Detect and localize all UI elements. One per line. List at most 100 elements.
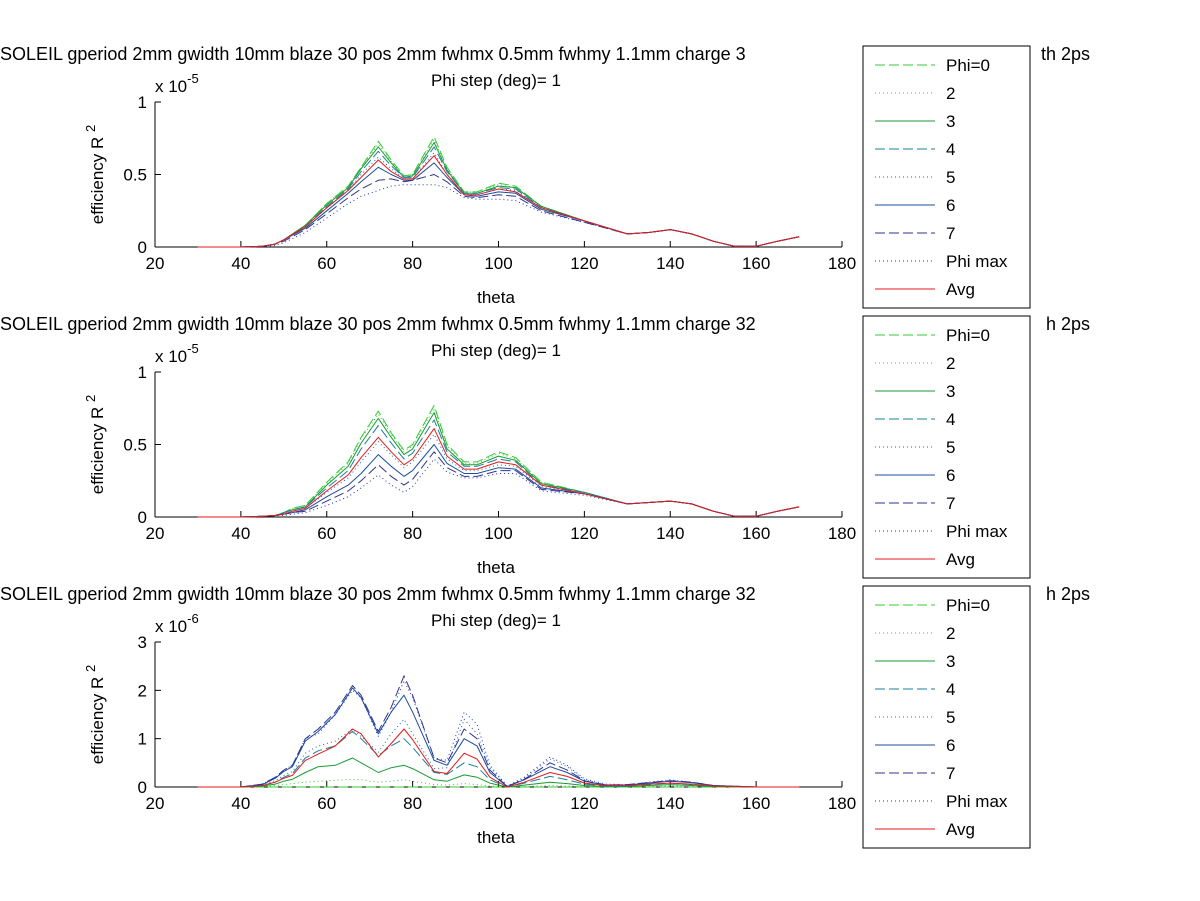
series-line-5 [197, 433, 800, 518]
legend-entry: Phi=0 [946, 56, 990, 75]
x-tick-label: 180 [828, 524, 856, 543]
series-line-3 [197, 757, 800, 788]
legend-entry: 7 [946, 224, 955, 243]
chart-title: SOLEIL gperiod 2mm gwidth 10mm blaze 30 … [0, 584, 756, 604]
y-tick-label: 0 [138, 508, 147, 527]
y-tick-label: 0 [138, 778, 147, 797]
legend-entry: Phi=0 [946, 596, 990, 615]
chart-title-tail: h 2ps [1046, 584, 1090, 604]
legend-entry: Phi max [946, 252, 1008, 271]
series-line-4 [197, 730, 800, 788]
y-exponent-label: x 10-6 [155, 611, 199, 636]
x-axis-label: theta [477, 558, 515, 577]
x-tick-label: 80 [403, 794, 422, 813]
legend-entry: Avg [946, 550, 975, 569]
legend-entry: 4 [946, 680, 955, 699]
legend-entry: Avg [946, 820, 975, 839]
legend-entry: 2 [946, 624, 955, 643]
legend-entry: 4 [946, 140, 955, 159]
x-tick-label: 120 [570, 524, 598, 543]
legend-entry: Avg [946, 280, 975, 299]
y-tick-label: 0.5 [123, 166, 147, 185]
x-tick-label: 120 [570, 794, 598, 813]
x-axis-label: theta [477, 828, 515, 847]
series-line-4 [197, 146, 800, 248]
x-tick-label: 180 [828, 794, 856, 813]
x-axis-label: theta [477, 288, 515, 307]
x-tick-label: 120 [570, 254, 598, 273]
x-tick-label: 60 [317, 524, 336, 543]
x-tick-label: 160 [742, 254, 770, 273]
series-line-7 [197, 174, 800, 248]
series-line-7 [197, 675, 800, 788]
x-tick-label: 80 [403, 524, 422, 543]
series-line-6 [197, 444, 800, 518]
chart-title-tail: th 2ps [1041, 44, 1090, 64]
chart-subtitle: Phi step (deg)= 1 [431, 71, 561, 90]
series-line-4 [197, 419, 800, 518]
chart-title: SOLEIL gperiod 2mm gwidth 10mm blaze 30 … [0, 314, 756, 334]
series-line-5 [197, 152, 800, 248]
series-line-6 [197, 162, 800, 248]
legend-entry: 5 [946, 438, 955, 457]
series-line-9 [197, 155, 800, 248]
series-line-1 [197, 404, 800, 518]
legend-box [862, 45, 1031, 309]
x-tick-label: 100 [484, 524, 512, 543]
chart-title-tail: h 2ps [1046, 314, 1090, 334]
legend-entry: 7 [946, 764, 955, 783]
x-tick-label: 180 [828, 254, 856, 273]
x-tick-label: 100 [484, 794, 512, 813]
subplot-2: SOLEIL gperiod 2mm gwidth 10mm blaze 30 … [0, 314, 1090, 579]
y-axis-label: efficiency R 2 [83, 395, 107, 495]
x-tick-label: 60 [317, 254, 336, 273]
x-tick-label: 40 [231, 524, 250, 543]
legend-entry: 2 [946, 84, 955, 103]
series-line-8 [197, 680, 800, 788]
x-tick-label: 20 [146, 794, 165, 813]
legend: Phi=0 2 3 4 5 6 7 Phi max Avg [862, 315, 1031, 579]
y-tick-label: 3 [138, 633, 147, 652]
x-tick-label: 140 [656, 524, 684, 543]
chart-subtitle: Phi step (deg)= 1 [431, 611, 561, 630]
y-exponent-label: x 10-5 [155, 71, 199, 96]
legend-entry: Phi max [946, 792, 1008, 811]
series-line-6 [197, 687, 800, 788]
y-axis-label: efficiency R 2 [83, 125, 107, 225]
x-tick-label: 160 [742, 524, 770, 543]
legend-entry: 3 [946, 382, 955, 401]
x-tick-label: 60 [317, 794, 336, 813]
series-line-2 [197, 139, 800, 248]
x-tick-label: 20 [146, 254, 165, 273]
legend-entry: 6 [946, 466, 955, 485]
legend-box [862, 315, 1031, 579]
y-tick-label: 1 [138, 363, 147, 382]
chart-title: SOLEIL gperiod 2mm gwidth 10mm blaze 30 … [0, 44, 746, 64]
y-tick-label: 0.5 [123, 436, 147, 455]
x-tick-label: 140 [656, 254, 684, 273]
series-line-1 [197, 136, 800, 248]
legend-entry: 6 [946, 196, 955, 215]
legend-entry: 3 [946, 652, 955, 671]
subplot-3: SOLEIL gperiod 2mm gwidth 10mm blaze 30 … [0, 584, 1090, 849]
legend: Phi=0 2 3 4 5 6 7 Phi max Avg [862, 585, 1031, 849]
legend-entry: 5 [946, 708, 955, 727]
x-tick-label: 40 [231, 254, 250, 273]
x-tick-label: 20 [146, 524, 165, 543]
legend-entry: 3 [946, 112, 955, 131]
x-tick-label: 140 [656, 794, 684, 813]
legend-entry: 7 [946, 494, 955, 513]
x-tick-label: 80 [403, 254, 422, 273]
legend-entry: 5 [946, 168, 955, 187]
series-line-5 [197, 718, 800, 788]
x-tick-label: 40 [231, 794, 250, 813]
y-exponent-label: x 10-5 [155, 341, 199, 366]
legend-entry: 6 [946, 736, 955, 755]
series-line-3 [197, 412, 800, 518]
series-line-9 [197, 728, 800, 788]
series-line-9 [197, 428, 800, 518]
x-tick-label: 100 [484, 254, 512, 273]
legend-entry: 4 [946, 410, 955, 429]
legend-entry: Phi max [946, 522, 1008, 541]
